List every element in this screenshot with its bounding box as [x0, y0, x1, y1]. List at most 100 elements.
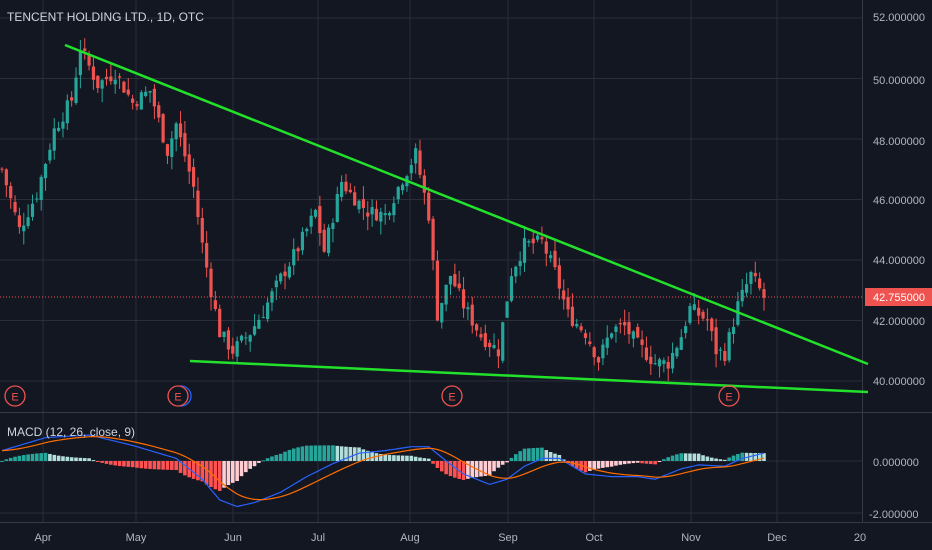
- time-tick: Sep: [498, 532, 518, 544]
- candle-body: [187, 154, 191, 172]
- macd-histogram-bar: [679, 453, 684, 461]
- candle-body: [492, 344, 496, 349]
- macd-histogram-bar: [300, 446, 305, 461]
- macd-title[interactable]: MACD (12, 26, close, 9): [7, 425, 135, 439]
- earnings-marker-label: E: [448, 392, 455, 404]
- macd-histogram-bar: [640, 461, 644, 464]
- earnings-marker[interactable]: [167, 385, 189, 407]
- price-tick: 52.000000: [873, 12, 925, 24]
- candlestick-series[interactable]: [0, 38, 766, 381]
- candle-body: [226, 330, 231, 350]
- candle-body: [318, 206, 322, 234]
- candle-body: [17, 215, 22, 228]
- macd-histogram-bar: [683, 453, 688, 461]
- macd-histogram-bar: [374, 453, 379, 461]
- candle-body: [679, 337, 683, 350]
- macd-histogram-bar: [61, 456, 65, 461]
- macd-line[interactable]: [1, 434, 765, 508]
- macd-histogram-bar: [422, 458, 427, 461]
- macd-histogram-bar: [122, 461, 126, 467]
- symbol-title[interactable]: TENCENT HOLDING LTD., 1D, OTC: [7, 10, 204, 24]
- macd-histogram-bar: [139, 461, 144, 469]
- macd-axis[interactable]: 0.000000 -2.000000: [869, 457, 919, 521]
- signal-line[interactable]: [1, 435, 765, 501]
- macd-histogram-bar: [448, 461, 453, 477]
- macd-histogram: [0, 445, 766, 491]
- earnings-marker-label: E: [174, 392, 181, 404]
- macd-histogram-bar: [574, 461, 579, 469]
- macd-histogram-bar: [461, 461, 466, 480]
- candle-body: [692, 304, 696, 310]
- time-tick: Jun: [224, 532, 242, 544]
- last-price-label: 42.755000: [873, 292, 925, 304]
- macd-histogram-bar: [740, 452, 745, 461]
- macd-histogram-bar: [318, 445, 322, 461]
- candle-body: [431, 218, 435, 261]
- candle-body: [57, 127, 61, 131]
- earnings-marker[interactable]: [718, 385, 740, 407]
- macd-histogram-bar: [622, 461, 627, 465]
- candle-body: [623, 322, 627, 326]
- macd-histogram-bar: [553, 453, 557, 461]
- macd-histogram-bar: [13, 456, 17, 461]
- macd-histogram-bar: [305, 445, 309, 461]
- earnings-markers[interactable]: E E E E: [4, 385, 740, 407]
- candle-body: [596, 357, 601, 363]
- candle-body: [357, 200, 361, 210]
- macd-histogram-bar: [479, 461, 483, 477]
- candle-body: [13, 201, 17, 213]
- time-axis[interactable]: Apr May Jun Jul Aug Sep Oct Nov Dec 20: [34, 532, 866, 544]
- candle-body: [83, 48, 87, 51]
- macd-histogram-bar: [291, 448, 296, 461]
- candle-body: [705, 319, 709, 321]
- macd-histogram-bar: [257, 461, 261, 463]
- candle-body: [631, 331, 635, 339]
- price-axis[interactable]: 52.000000 50.000000 48.000000 46.000000 …: [873, 12, 925, 388]
- candle-body: [400, 184, 405, 191]
- macd-histogram-bar: [230, 461, 235, 483]
- candle-body: [218, 308, 222, 338]
- support-trendline[interactable]: [189, 359, 869, 394]
- macd-histogram-bar: [635, 461, 640, 463]
- candle-body: [762, 289, 766, 298]
- time-tick: Oct: [585, 532, 602, 544]
- candle-body: [718, 349, 723, 351]
- falling-resistance-trendline[interactable]: [64, 43, 869, 366]
- macd-histogram-bar: [156, 461, 161, 470]
- macd-histogram-bar: [326, 445, 331, 461]
- candle-body: [344, 181, 348, 192]
- candle-body: [100, 80, 104, 89]
- candle-body: [61, 121, 65, 129]
- candle-body: [104, 76, 109, 80]
- candle-body: [305, 228, 309, 232]
- time-tick: May: [126, 532, 147, 544]
- macd-histogram-bar: [174, 461, 178, 471]
- macd-histogram-bar: [0, 461, 4, 462]
- macd-histogram-bar: [762, 453, 766, 461]
- macd-histogram-bar: [43, 452, 48, 461]
- candle-body: [509, 276, 514, 301]
- macd-histogram-bar: [74, 457, 78, 461]
- macd-histogram-bar: [431, 461, 435, 464]
- earnings-marker[interactable]: [4, 385, 26, 407]
- macd-histogram-bar: [357, 447, 361, 461]
- candle-body: [758, 278, 762, 289]
- macd-histogram-bar: [226, 461, 231, 486]
- macd-histogram-bar: [457, 461, 461, 479]
- macd-histogram-bar: [588, 461, 592, 471]
- candle-body: [22, 225, 26, 232]
- candle-body: [427, 192, 431, 221]
- time-tick: 20: [854, 532, 866, 544]
- macd-histogram-bar: [65, 456, 70, 461]
- macd-histogram-bar: [496, 461, 501, 468]
- candle-body: [549, 255, 553, 259]
- candle-body: [0, 168, 4, 170]
- candle-body: [653, 363, 657, 365]
- earnings-marker[interactable]: [441, 385, 463, 407]
- candle-body: [649, 356, 653, 365]
- macd-histogram-bar: [631, 461, 636, 464]
- macd-histogram-bar: [696, 453, 701, 461]
- candle-body: [592, 347, 596, 358]
- candle-body: [514, 266, 518, 277]
